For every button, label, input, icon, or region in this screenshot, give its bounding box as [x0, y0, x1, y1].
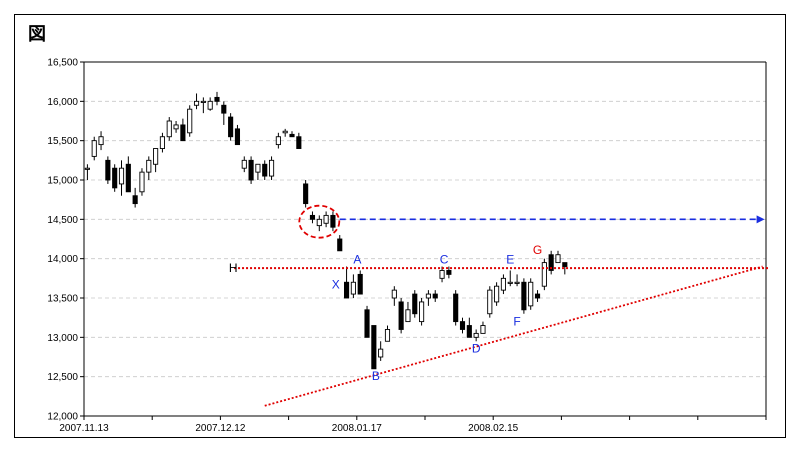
candle-body [528, 281, 534, 307]
candle-body [105, 159, 111, 181]
candle-body [425, 293, 431, 299]
candle-body [500, 277, 506, 291]
x-tick-label: 2008.01.17 [332, 423, 382, 434]
candle-body [364, 309, 370, 338]
candle-body [541, 262, 547, 287]
candle-body [207, 100, 213, 110]
highlight-circle [298, 204, 341, 239]
y-tick-label: 14,000 [47, 254, 78, 265]
candle-body [303, 183, 309, 205]
annotation-label-x: X [332, 277, 340, 291]
candle-body [330, 214, 336, 228]
candle-body [112, 167, 118, 189]
x-tick-label: 2007.12.12 [195, 423, 245, 434]
candle-body [514, 281, 520, 284]
x-tick-label: 2008.02.15 [468, 423, 518, 434]
candle-body [268, 159, 275, 177]
y-tick-label: 15,000 [47, 176, 78, 187]
candle-body [193, 100, 200, 106]
candle-body [391, 289, 397, 299]
figure-label: 図 [28, 24, 46, 45]
annotation-label-g: G [533, 243, 542, 257]
candle-body [200, 100, 206, 103]
target-arrow-head [756, 215, 765, 224]
y-tick-label: 12,500 [47, 372, 78, 383]
candle-body [309, 214, 316, 220]
candle-body [187, 108, 193, 134]
candle-body [555, 254, 561, 264]
annotation-label-c: C [440, 252, 449, 266]
y-tick-label: 15,500 [47, 136, 78, 147]
candle-body [275, 136, 281, 146]
candle-body [173, 124, 179, 130]
candle-body [439, 270, 445, 279]
candle-body [432, 293, 438, 299]
candle-body [473, 332, 479, 338]
candle-body [159, 136, 165, 149]
candle-body [221, 104, 227, 114]
candle-body [323, 214, 329, 224]
y-tick-label: 16,500 [47, 58, 78, 69]
candle-body [412, 293, 418, 315]
candle-body [480, 325, 486, 334]
x-tick-label: 2007.11.13 [59, 423, 109, 434]
candle-body [398, 301, 404, 330]
candle-body [228, 116, 234, 138]
candle-body [91, 140, 97, 157]
y-tick-label: 14,500 [47, 215, 78, 226]
annotation-label-a: A [353, 252, 361, 266]
candle-body [316, 218, 322, 227]
candle-body [453, 293, 459, 323]
candle-body [562, 262, 568, 267]
candle-body [262, 163, 268, 177]
candle-body [98, 136, 104, 146]
candle-body [132, 195, 138, 205]
candle-body [419, 301, 425, 323]
candle-body [241, 159, 247, 169]
candle-body [371, 325, 377, 370]
candle-body [166, 120, 172, 138]
candle-body [384, 329, 391, 342]
y-tick-label: 13,500 [47, 294, 78, 305]
annotation-label-h: H [229, 261, 238, 275]
annotation-label-e: E [506, 252, 514, 266]
annotation-label-b: B [372, 369, 380, 383]
candle-body [487, 289, 493, 315]
candle-body [146, 159, 152, 173]
candle-body [180, 124, 186, 142]
candle-body [289, 133, 295, 138]
y-tick-label: 13,000 [47, 333, 78, 344]
candle-body [357, 273, 363, 295]
candle-body [296, 136, 302, 149]
candle-body [507, 281, 513, 284]
candle-body [139, 171, 145, 193]
candle-body [378, 348, 384, 358]
candle-body [337, 238, 343, 252]
candle-body [214, 96, 220, 102]
candle-body [405, 309, 411, 323]
candle-body [153, 148, 159, 165]
candle-body [548, 254, 554, 271]
candle-body [459, 321, 466, 330]
candle-body [234, 128, 241, 146]
candle-body [125, 163, 131, 193]
y-tick-label: 16,000 [47, 97, 78, 108]
candle-body [466, 325, 472, 338]
y-tick-label: 12,000 [47, 412, 78, 423]
annotation-label-d: D [472, 341, 481, 355]
candle-body [521, 281, 527, 311]
candle-body [118, 167, 125, 185]
candle-body [534, 293, 541, 299]
candle-body [248, 159, 254, 181]
candle-body [350, 281, 356, 295]
candle-body [344, 281, 350, 299]
candle-body [255, 163, 261, 173]
annotation-label-f: F [513, 315, 520, 329]
candle-body [282, 130, 288, 134]
candle-body [494, 285, 500, 303]
candle-body [446, 270, 452, 275]
candle-body [84, 167, 90, 170]
